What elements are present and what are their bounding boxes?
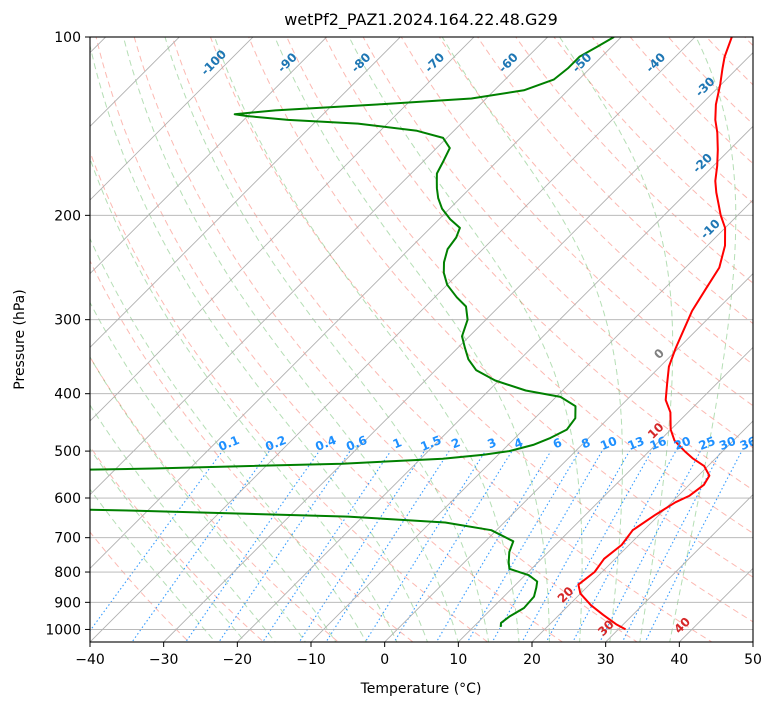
mixing-ratio-line: [325, 450, 450, 642]
dry-adiabat: [438, 37, 753, 366]
mixing-ratio-label: 36: [738, 434, 759, 453]
mixing-ratio-line: [491, 450, 603, 642]
x-tick-label: 20: [523, 652, 541, 668]
moist-adiabat: [348, 37, 583, 642]
moist-adiabat: [90, 356, 307, 642]
sounding-line: [90, 37, 615, 627]
moist-adiabat: [274, 37, 550, 642]
mixing-ratio-line: [298, 450, 425, 642]
mixing-ratio-line: [131, 450, 270, 642]
isotherm-gridline: [90, 37, 401, 348]
isotherm-gridline: [310, 199, 753, 642]
moist-adiabat: [669, 37, 737, 642]
mixing-ratio-lines: [90, 450, 743, 642]
dry-adiabat: [95, 37, 564, 642]
isotherm-gridline: [90, 37, 180, 127]
y-tick-label: 1000: [45, 622, 81, 638]
isotherm-gridline: [457, 346, 753, 642]
mixing-ratio-line: [218, 450, 351, 642]
isotherm-gridline: [90, 37, 475, 422]
x-tick-label: 30: [597, 652, 615, 668]
mixing-ratio-label: 16: [648, 434, 669, 453]
plot-frame: [89, 36, 754, 643]
x-tick-label: −20: [223, 652, 253, 668]
dry-adiabat: [133, 37, 638, 642]
mixing-ratio-line: [185, 450, 320, 642]
y-axis-label: Pressure (hPa): [12, 289, 28, 389]
grid-lines: [90, 37, 753, 642]
x-axis-ticks: −40 −30 −20 −10 0 10 20 30 40 50: [75, 642, 762, 668]
dry-adiabats: [90, 37, 753, 642]
y-tick-label: 900: [54, 595, 81, 611]
chart-title: wetPf2_PAZ1.2024.164.22.48.G29: [284, 10, 558, 30]
mixing-ratio-label: 10: [598, 434, 619, 453]
dry-adiabat: [667, 37, 753, 125]
x-tick-label: −10: [296, 652, 326, 668]
y-axis-ticks: 100 200 300 400 500 600 700 800 900 1000: [45, 30, 90, 638]
x-tick-label: 0: [380, 652, 389, 668]
isotherm-gridline: [531, 420, 753, 642]
x-axis-label: Temperature (°C): [360, 681, 482, 697]
y-tick-label: 400: [54, 387, 81, 403]
mixing-ratio-line: [435, 450, 552, 642]
dry-adiabat: [324, 37, 753, 491]
mixing-ratio-line: [262, 450, 392, 642]
mixing-ratio-line: [644, 450, 743, 642]
dry-adiabat: [477, 37, 753, 325]
dry-adiabat: [90, 259, 414, 642]
dry-adiabat: [90, 150, 489, 642]
isotherm-gridline: [90, 37, 549, 496]
x-tick-label: 10: [449, 652, 467, 668]
dry-adiabat: [286, 37, 753, 534]
sounding-line: [577, 37, 733, 631]
dry-adiabat: [629, 37, 753, 165]
isotherm-gridline: [90, 37, 696, 642]
mixing-ratio-line: [466, 450, 580, 642]
y-tick-label: 300: [54, 313, 81, 329]
mixing-ratio-line: [545, 450, 653, 642]
isotherm-gridline: [605, 494, 753, 642]
y-tick-label: 700: [54, 531, 81, 547]
mixing-ratio-label: 30: [717, 434, 738, 453]
mixing-ratio-label: 20: [672, 434, 693, 453]
isotherm-gridline: [236, 125, 753, 642]
isotherm-gridline: [90, 37, 328, 275]
sounding-series: [90, 37, 733, 631]
mixing-ratio-label: 13: [626, 434, 647, 453]
isotherm-gridline: [384, 273, 753, 642]
mixing-ratio-label: 25: [697, 434, 718, 453]
x-tick-label: −40: [75, 652, 105, 668]
moist-adiabat: [559, 37, 674, 642]
moist-adiabat: [441, 37, 623, 642]
dry-adiabat: [362, 37, 753, 449]
dry-adiabat: [248, 37, 753, 578]
isotherm-gridline: [163, 52, 753, 642]
x-tick-label: 40: [670, 652, 688, 668]
x-tick-label: −30: [149, 652, 179, 668]
y-tick-label: 200: [54, 208, 81, 224]
y-tick-label: 100: [54, 30, 81, 46]
y-tick-label: 800: [54, 565, 81, 581]
isotherm-gridline: [90, 37, 622, 569]
isotherm-gridline: [90, 37, 254, 201]
moist-adiabat: [90, 301, 337, 642]
dry-adiabat: [171, 37, 713, 642]
x-tick-label: 50: [744, 652, 762, 668]
dry-adiabat: [90, 445, 265, 642]
y-tick-label: 500: [54, 444, 81, 460]
y-tick-label: 600: [54, 491, 81, 507]
